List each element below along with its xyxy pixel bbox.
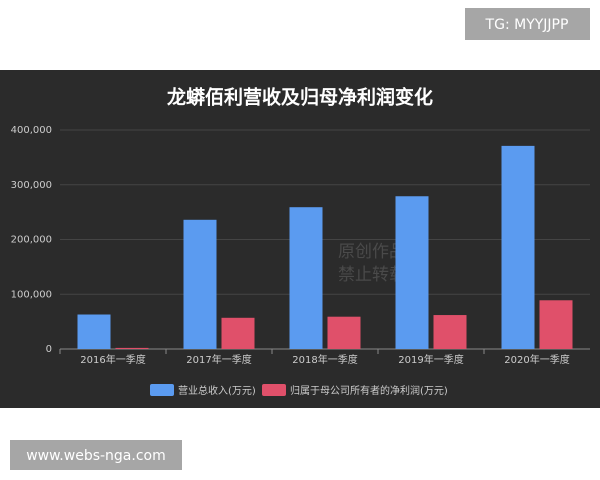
y-tick-label: 0 <box>46 344 52 355</box>
watermark: 禁止转载 <box>338 265 406 285</box>
y-tick-label: 400,000 <box>11 125 52 136</box>
bar <box>395 196 429 349</box>
tag-text: TG: MYYJJPP <box>485 17 569 33</box>
x-tick-label: 2017年一季度 <box>186 353 251 366</box>
watermark: 原创作品 <box>338 242 406 262</box>
bar <box>221 317 255 349</box>
legend-label: 归属于母公司所有者的净利润(万元) <box>290 384 448 397</box>
site-text: www.webs-nga.com <box>26 448 166 464</box>
bar <box>115 347 149 349</box>
legend-swatch <box>150 384 174 396</box>
bar <box>183 219 217 349</box>
bar <box>327 316 361 349</box>
bar <box>433 315 467 349</box>
bar <box>501 145 535 349</box>
bar <box>77 314 111 349</box>
x-tick-label: 2019年一季度 <box>398 353 463 366</box>
chart-title: 龙蟒佰利营收及归母净利润变化 <box>167 86 433 109</box>
site-box <box>10 440 182 470</box>
x-tick-label: 2016年一季度 <box>80 353 145 366</box>
y-tick-label: 200,000 <box>11 235 52 246</box>
bar <box>289 207 323 349</box>
legend-swatch <box>262 384 286 396</box>
x-tick-label: 2018年一季度 <box>292 353 357 366</box>
x-tick-label: 2020年一季度 <box>504 353 569 366</box>
bar <box>539 300 573 349</box>
tag-box <box>465 8 590 40</box>
legend-label: 营业总收入(万元) <box>178 384 256 397</box>
y-tick-label: 100,000 <box>11 289 52 300</box>
y-tick-label: 300,000 <box>11 180 52 191</box>
